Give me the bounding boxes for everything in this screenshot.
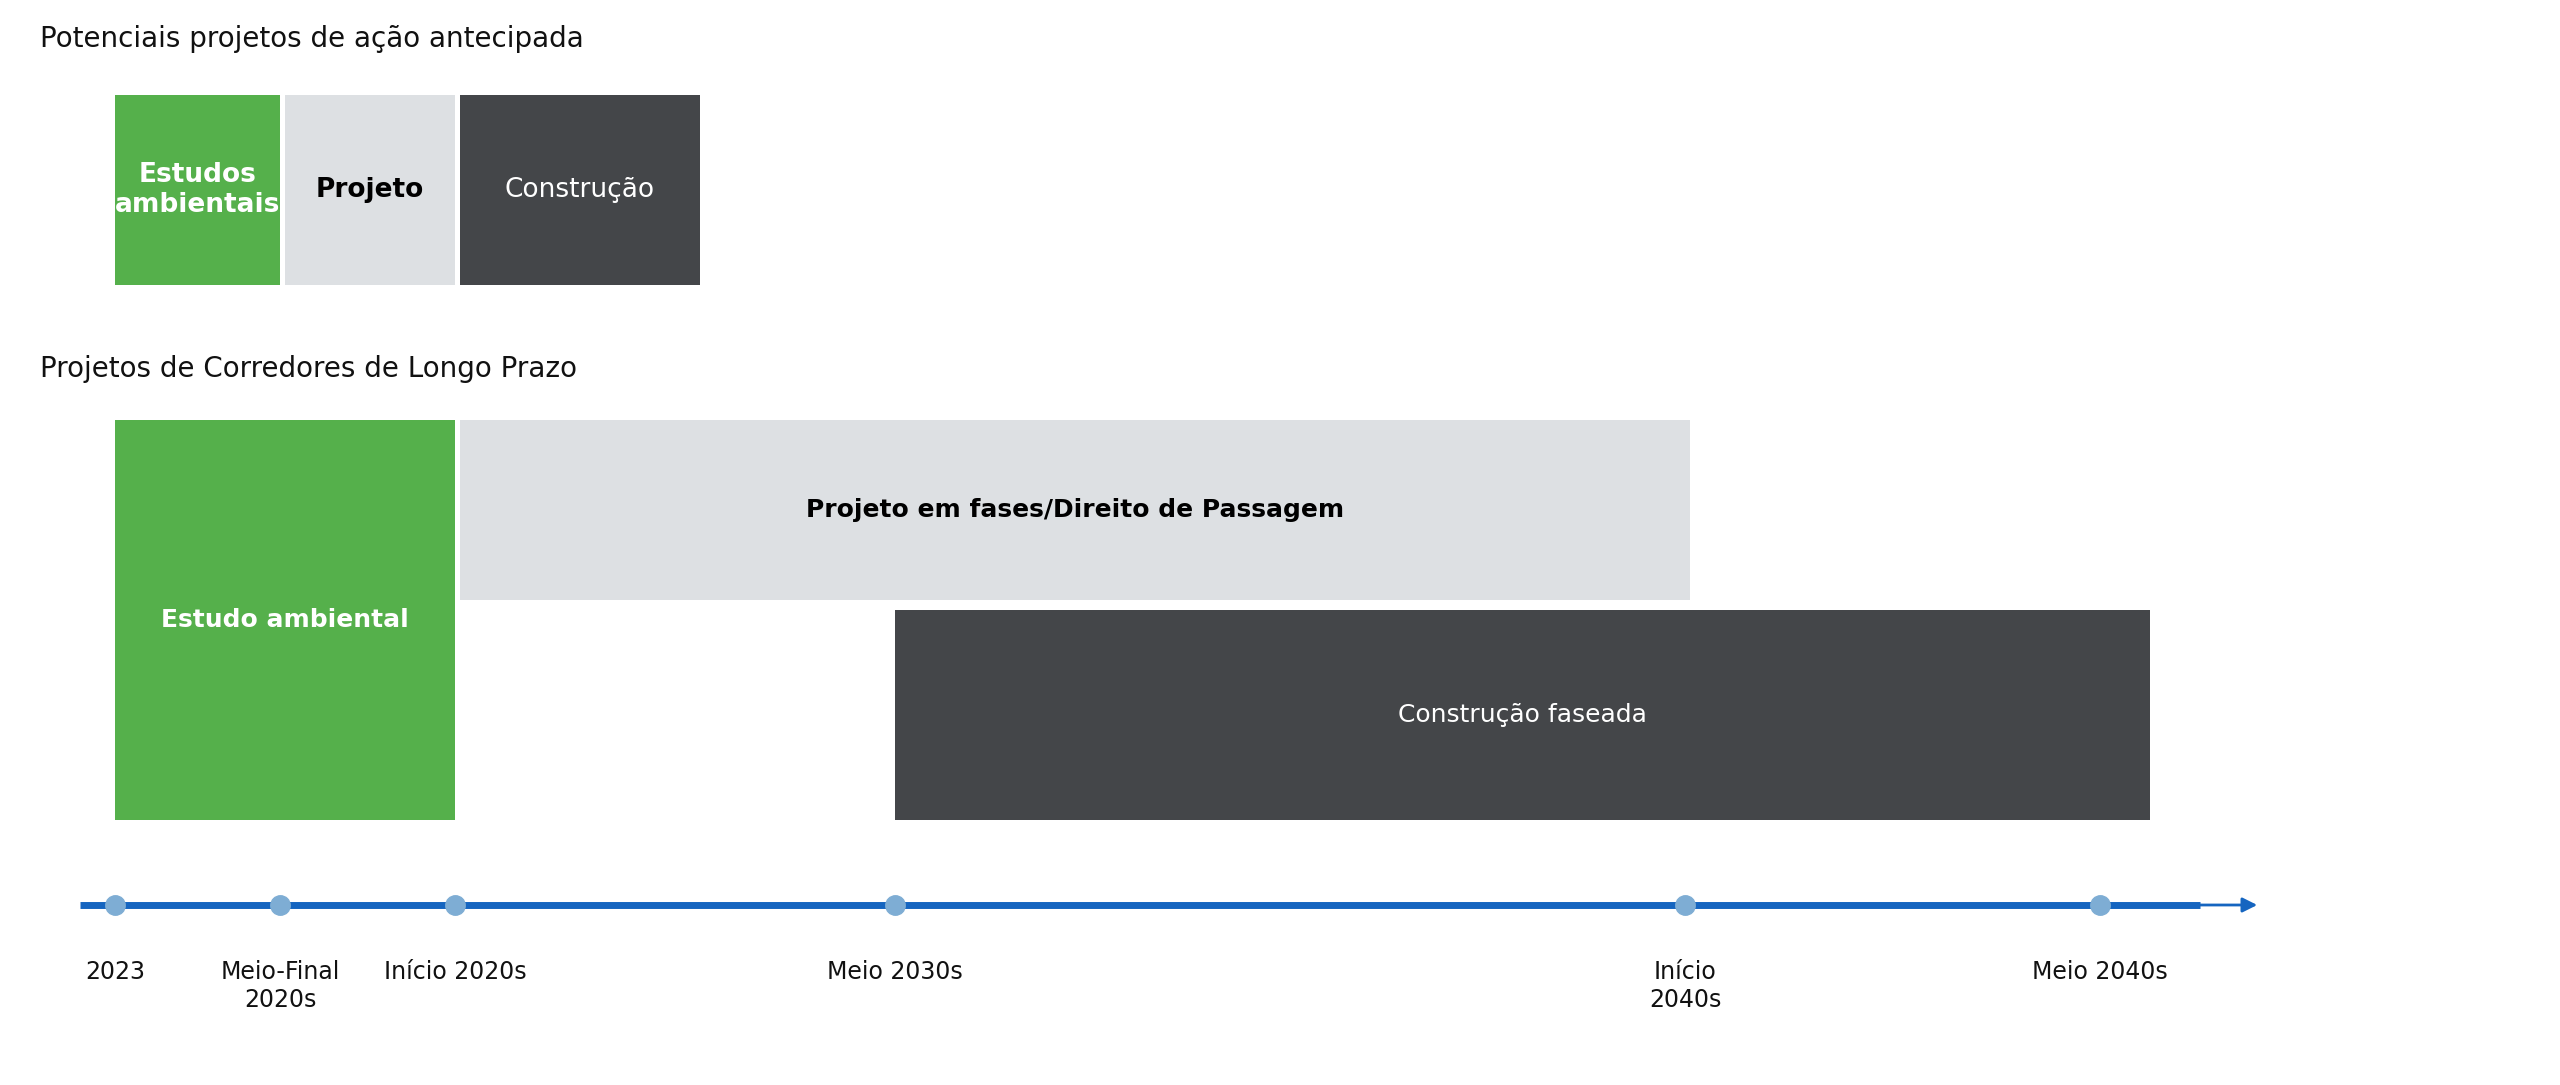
Text: 2023: 2023 (84, 960, 146, 984)
Text: Projetos de Corredores de Longo Prazo: Projetos de Corredores de Longo Prazo (41, 355, 576, 383)
Text: Meio 2030s: Meio 2030s (827, 960, 963, 984)
Bar (284, 95, 456, 285)
Text: Estudo ambiental: Estudo ambiental (161, 608, 410, 631)
Text: Meio-Final
2020s: Meio-Final 2020s (220, 960, 340, 1012)
Text: Potenciais projetos de ação antecipada: Potenciais projetos de ação antecipada (41, 25, 584, 53)
Text: Meio 2040s: Meio 2040s (2033, 960, 2168, 984)
Bar (115, 420, 456, 820)
Text: Início
2040s: Início 2040s (1649, 960, 1720, 1012)
Text: Construção: Construção (504, 177, 655, 203)
Bar (896, 610, 2150, 820)
Text: Construção faseada: Construção faseada (1398, 703, 1646, 727)
Text: Estudos
ambientais: Estudos ambientais (115, 162, 279, 218)
Bar (461, 420, 1690, 600)
Bar (461, 95, 699, 285)
Text: Projeto em fases/Direito de Passagem: Projeto em fases/Direito de Passagem (806, 498, 1344, 522)
Text: Projeto: Projeto (315, 177, 425, 203)
Text: Início 2020s: Início 2020s (384, 960, 527, 984)
Bar (115, 95, 279, 285)
